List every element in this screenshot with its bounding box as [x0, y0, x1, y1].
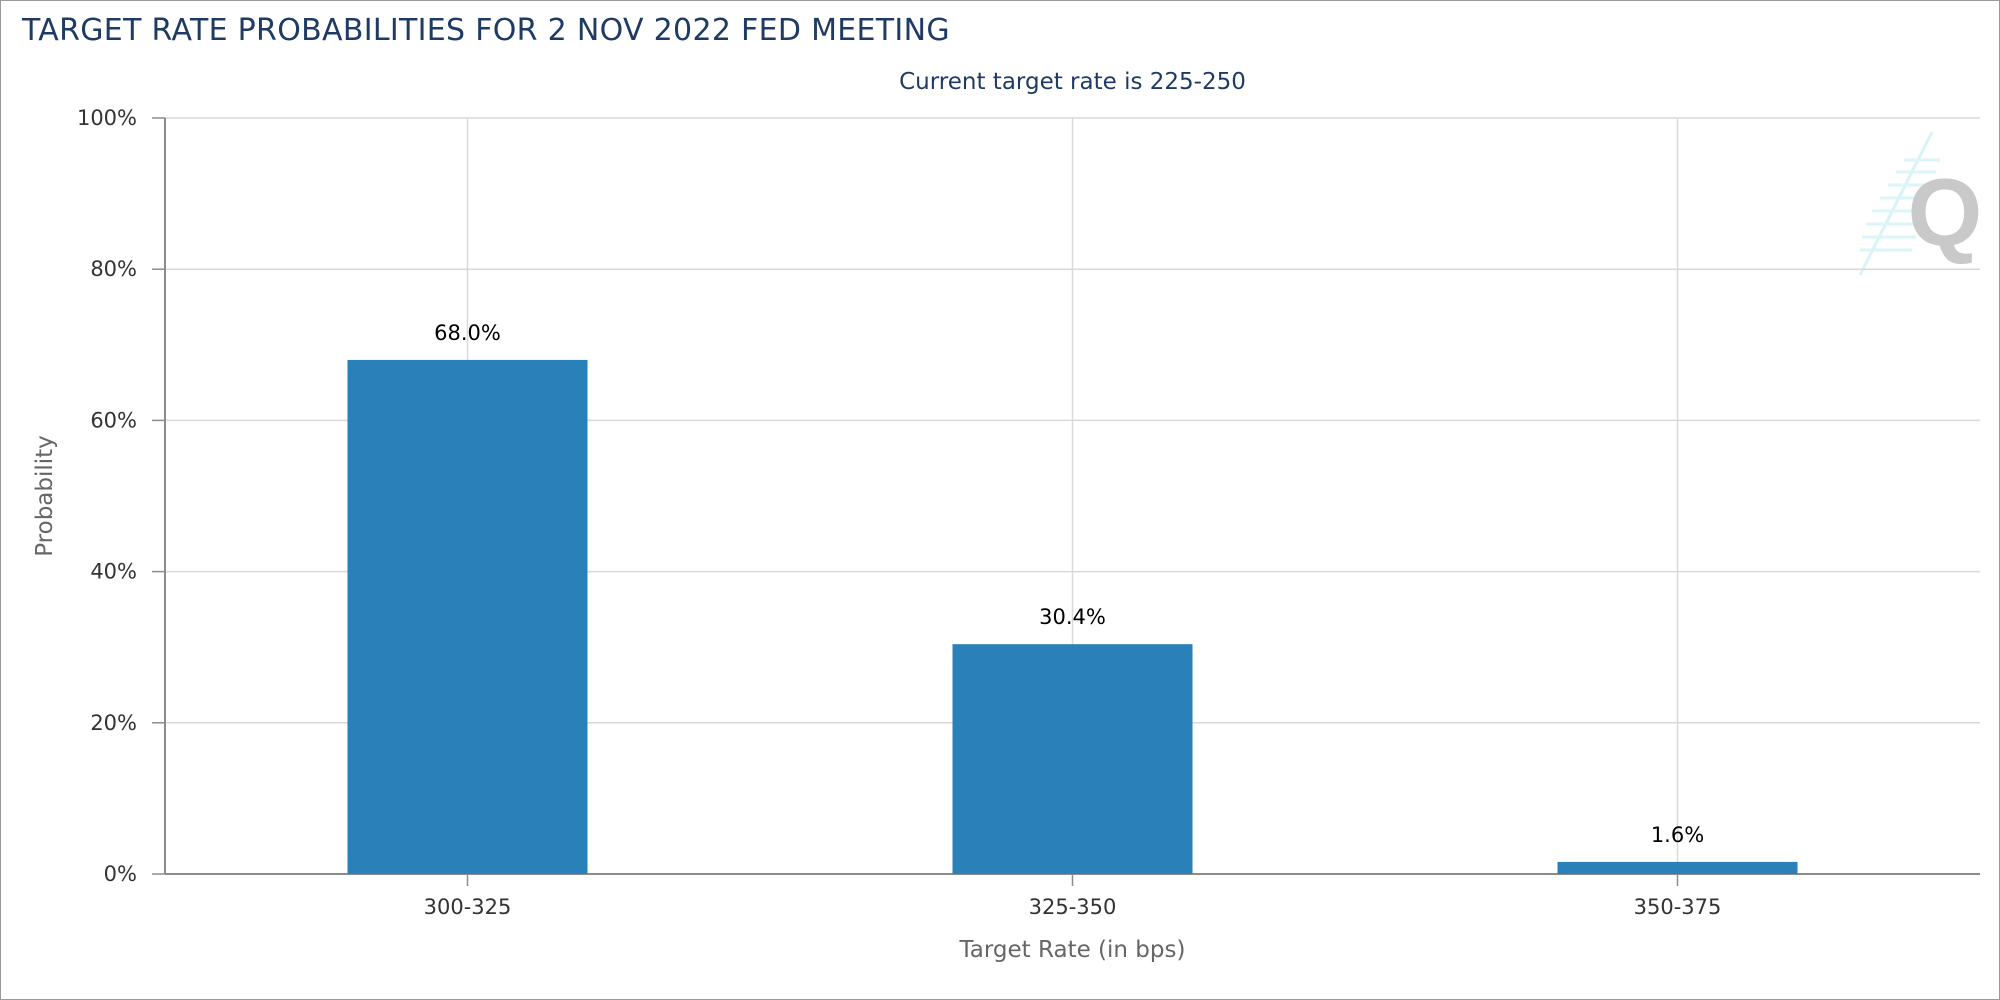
- y-axis-title: Probability: [32, 435, 58, 557]
- chart-subtitle: Current target rate is 225-250: [899, 69, 1246, 95]
- x-tick-label: 325-350: [1029, 895, 1117, 919]
- data-label: 30.4%: [1039, 605, 1106, 629]
- bars-layer: [347, 359, 1798, 874]
- labels-layer: 0% 20% 40% 60% 80% 100% 300-325 325-350 350-375 6…: [32, 69, 1721, 963]
- data-label: 68.0%: [434, 321, 501, 345]
- chart-title: TARGET RATE PROBABILITIES FOR 2 NOV 2022…: [22, 13, 950, 48]
- y-tick-label: 100%: [77, 106, 137, 130]
- y-tick-label: 80%: [90, 257, 137, 281]
- x-tick-label: 350-375: [1634, 895, 1722, 919]
- x-axis-title: Target Rate (in bps): [959, 937, 1186, 963]
- bar: [1557, 861, 1798, 874]
- y-tick-label: 0%: [104, 862, 137, 886]
- q-logo-icon: Q: [1858, 131, 1983, 276]
- x-tick-label: 300-325: [424, 895, 512, 919]
- svg-text:Q: Q: [1908, 159, 1983, 266]
- data-label: 1.6%: [1651, 823, 1704, 847]
- bar: [347, 359, 588, 874]
- y-tick-label: 20%: [90, 711, 137, 735]
- y-tick-label: 40%: [90, 560, 137, 584]
- bar: [952, 644, 1193, 874]
- y-tick-label: 60%: [90, 408, 137, 432]
